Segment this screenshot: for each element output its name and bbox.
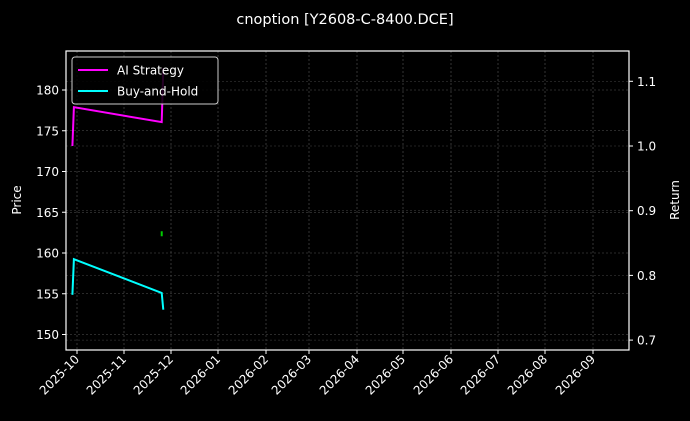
x-tick-label: 2025-12 bbox=[131, 352, 176, 397]
y-axis-left-label: Price bbox=[10, 185, 24, 214]
x-tick-label: 2026-08 bbox=[505, 352, 550, 397]
y-right-tick-label: 0.8 bbox=[637, 269, 656, 283]
x-tick-label: 2025-10 bbox=[37, 352, 82, 397]
series-line bbox=[71, 257, 165, 310]
y-left-tick-label: 175 bbox=[36, 124, 59, 138]
y-left-tick-label: 150 bbox=[36, 328, 59, 342]
legend: AI Strategy Buy-and-Hold bbox=[71, 56, 219, 105]
legend-label-buy-and-hold: Buy-and-Hold bbox=[117, 85, 198, 99]
x-axis-ticks: 2025-10 2025-11 2025-12 2026-01 2026-022026-… bbox=[37, 350, 598, 398]
y-axis-right-label: Return bbox=[668, 180, 682, 220]
y-axis-left-ticks: 150 155 160 165 170 175 180 bbox=[36, 84, 66, 342]
y-right-tick-label: 0.9 bbox=[637, 204, 656, 218]
x-tick-label: 2026-06 bbox=[411, 352, 456, 397]
y-right-tick-label: 1.0 bbox=[637, 140, 656, 154]
x-tick-label: 2025-11 bbox=[84, 352, 129, 397]
x-tick-label: 2026-03 bbox=[269, 352, 314, 397]
plot-frame bbox=[65, 50, 630, 351]
y-left-tick-label: 155 bbox=[36, 287, 59, 301]
y-left-tick-label: 180 bbox=[36, 84, 59, 98]
y-axis-right-ticks: 0.7 0.8 0.9 1.0 1.1 bbox=[629, 75, 656, 348]
x-tick-label: 2026-01 bbox=[178, 352, 223, 397]
x-tick-label: 2026-07 bbox=[458, 352, 503, 397]
y-left-tick-label: 160 bbox=[36, 247, 59, 261]
x-tick-label: 2026-02 bbox=[226, 352, 271, 397]
series-lines bbox=[71, 68, 165, 310]
chart-title: cnoption [Y2608-C-8400.DCE] bbox=[236, 12, 453, 28]
y-right-tick-label: 1.1 bbox=[637, 75, 656, 89]
y-left-tick-label: 165 bbox=[36, 206, 59, 220]
grid-lines bbox=[66, 51, 629, 350]
x-tick-label: 2026-05 bbox=[363, 352, 408, 397]
legend-label-ai-strategy: AI Strategy bbox=[117, 64, 184, 78]
price-marker bbox=[160, 231, 163, 237]
y-right-tick-label: 0.7 bbox=[637, 334, 656, 348]
x-tick-label: 2026-04 bbox=[317, 352, 362, 397]
y-left-tick-label: 170 bbox=[36, 165, 59, 179]
x-tick-label: 2026-09 bbox=[553, 352, 598, 397]
